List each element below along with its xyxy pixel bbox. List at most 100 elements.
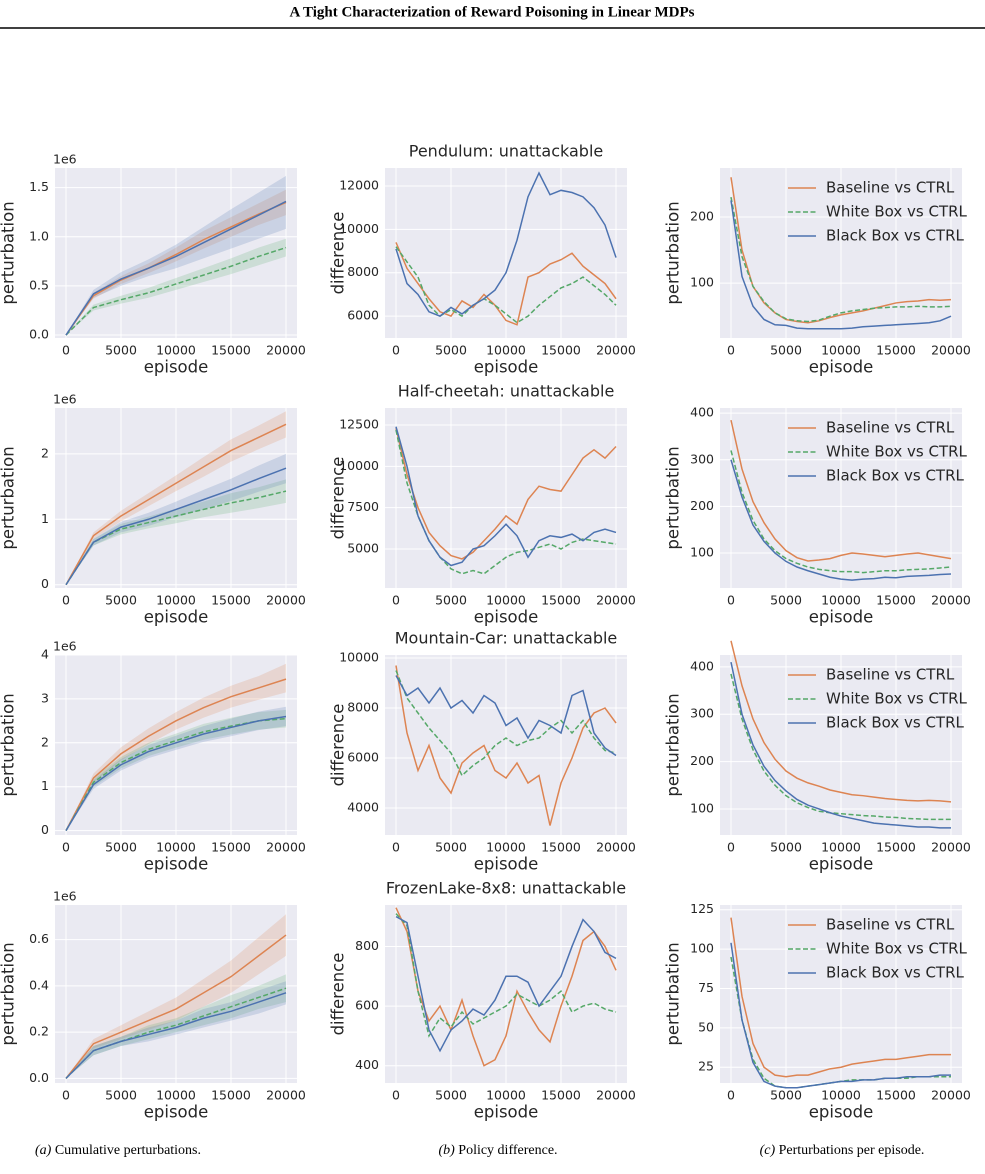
caption-text: Policy difference. [458, 1143, 557, 1158]
x-tick-label: 20000 [596, 840, 636, 855]
y-tick-label: 1 [41, 778, 49, 793]
y-tick-label: 200 [690, 208, 714, 223]
x-tick-label: 5000 [770, 593, 802, 608]
x-tick-label: 5000 [770, 343, 802, 358]
x-axis-label: episode [144, 1103, 209, 1122]
caption-text: Perturbations per episode. [779, 1143, 925, 1158]
y-tick-label: 8000 [347, 700, 379, 715]
x-axis-label: episode [144, 855, 209, 874]
series-line [395, 670, 617, 777]
series-line [730, 917, 951, 1078]
y-tick-label: 200 [690, 753, 714, 768]
y-axis-label: perturbation [0, 693, 18, 796]
subplot: 0 5000 10000 15000 20000 100 200 300 400 episode p… [664, 405, 971, 627]
subplot: 0 5000 10000 15000 20000 100 200 episode perturb… [664, 168, 971, 377]
header-title: A Tight Characterization of Reward Poiso… [290, 4, 695, 20]
y-tick-label: 12500 [339, 417, 379, 432]
x-tick-label: 10000 [156, 1088, 196, 1103]
y-tick-label: 300 [690, 451, 714, 466]
subplot: 0 5000 10000 15000 20000 6000 8000 10000 12000 ep… [329, 142, 636, 377]
y-tick-label: 100 [690, 800, 714, 815]
confidence-band [66, 974, 286, 1079]
series-line [730, 200, 952, 330]
y-tick-label: 0 [41, 822, 49, 837]
y-axis-label: perturbation [664, 693, 683, 796]
series-line [730, 196, 952, 323]
y-axis-label: perturbation [0, 446, 18, 549]
y-tick-label: 6000 [347, 750, 379, 765]
series-line [65, 246, 287, 336]
y-tick-label: 75 [698, 980, 714, 995]
y-tick-label: 8000 [347, 264, 379, 279]
offset-label: 1e6 [53, 889, 77, 904]
x-tick-label: 20000 [266, 1088, 306, 1103]
series-line [395, 915, 617, 1053]
y-tick-label: 100 [690, 545, 714, 560]
x-tick-label: 5000 [435, 343, 467, 358]
y-tick-label: 400 [690, 658, 714, 673]
x-tick-label: 0 [62, 343, 70, 358]
x-tick-label: 10000 [821, 840, 861, 855]
x-axis-label: episode [474, 358, 539, 377]
x-tick-label: 5000 [435, 593, 467, 608]
x-tick-label: 5000 [105, 343, 137, 358]
subplot: 0 5000 10000 15000 2000040006000800010000epi… [329, 629, 636, 874]
caption: (a) Cumulative perturbations. [35, 1143, 201, 1158]
x-axis-label: episode [809, 608, 874, 627]
offset-label: 1e6 [53, 392, 77, 407]
y-tick-label: 800 [355, 938, 379, 953]
legend: Baseline vs CTRL White Box vs CTRL Black B… [788, 666, 968, 732]
x-tick-label: 10000 [156, 840, 196, 855]
x-tick-label: 5000 [770, 1088, 802, 1103]
legend-label: Black Box vs CTRL [826, 467, 965, 485]
y-tick-label: 10000 [339, 650, 379, 665]
legend-label: Black Box vs CTRL [826, 227, 965, 245]
y-tick-label: 200 [690, 498, 714, 513]
series-line [65, 992, 287, 1079]
legend-label: White Box vs CTRL [826, 690, 968, 708]
confidence-band [66, 663, 286, 831]
x-tick-label: 15000 [541, 593, 581, 608]
series-line [730, 942, 951, 1089]
series-line [65, 201, 287, 336]
series-line [730, 419, 952, 562]
x-tick-label: 15000 [876, 1088, 916, 1103]
y-tick-label: 0 [41, 576, 49, 591]
y-tick-label: 1.5 [29, 179, 49, 194]
x-tick-label: 15000 [541, 840, 581, 855]
series-line [395, 426, 617, 567]
x-tick-label: 10000 [486, 343, 526, 358]
series-line [730, 459, 952, 581]
x-tick-label: 5000 [435, 1088, 467, 1103]
series-line [395, 907, 617, 1067]
subplot: 0 5000 10000 15000 20000 100 200 300 400 episode p… [664, 640, 971, 874]
y-tick-label: 4 [41, 647, 49, 662]
y-tick-label: 4000 [347, 800, 379, 815]
x-tick-label: 0 [392, 343, 400, 358]
confidence-band [66, 411, 286, 585]
x-tick-label: 15000 [211, 1088, 251, 1103]
y-tick-label: 0.5 [29, 277, 49, 292]
x-tick-label: 15000 [211, 343, 251, 358]
y-axis-label: difference [329, 457, 348, 540]
y-tick-label: 2 [41, 445, 49, 460]
y-tick-label: 6000 [347, 308, 379, 323]
series-line [395, 242, 617, 326]
legend-label: Black Box vs CTRL [826, 964, 965, 982]
y-tick-label: 0.4 [29, 977, 49, 992]
x-axis-label: episode [809, 1103, 874, 1122]
series-line [730, 673, 951, 821]
x-tick-label: 20000 [596, 343, 636, 358]
x-tick-label: 0 [727, 593, 735, 608]
y-tick-label: 12000 [339, 177, 379, 192]
series-line [395, 665, 617, 826]
y-tick-label: 125 [690, 901, 714, 916]
x-axis-label: episode [474, 855, 539, 874]
legend-label: Black Box vs CTRL [826, 714, 965, 732]
confidence-band [66, 479, 286, 585]
y-tick-label: 600 [355, 998, 379, 1013]
y-axis-label: perturbation [664, 942, 683, 1045]
x-tick-label: 15000 [876, 343, 916, 358]
caption-label: (c) [760, 1143, 776, 1158]
